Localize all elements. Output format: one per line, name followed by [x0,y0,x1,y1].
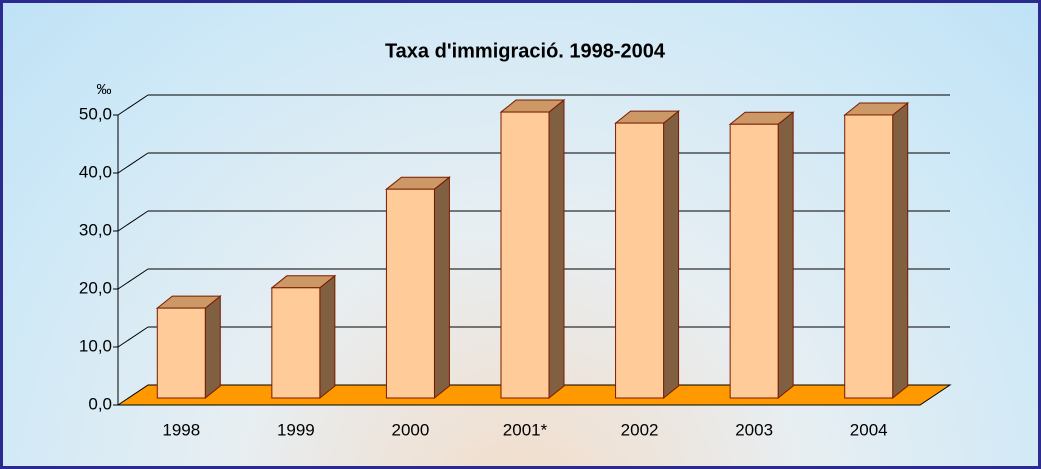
y-tick-label: 10,0 [79,336,112,355]
bar-front [386,189,434,398]
bar-side [434,177,449,398]
chart-title: Taxa d'immigració. 1998-2004 [385,40,666,62]
bar [845,103,908,398]
bar-side [778,112,793,398]
grid-line-side [118,269,148,289]
x-tick-label: 2000 [392,420,430,439]
x-tick-label: 2004 [850,420,888,439]
bar [157,296,220,398]
bar-front [730,124,778,398]
grid-line-side [118,95,148,115]
bar-front [157,308,205,398]
x-tick-label: 2001* [503,420,548,439]
bar-side [664,111,679,398]
x-tick-label: 2003 [735,420,773,439]
bar [272,276,335,398]
x-tick-label: 1999 [277,420,315,439]
grid-line-side [118,153,148,173]
y-tick-label: 40,0 [79,162,112,181]
bar-front [845,115,893,398]
grid-line-side [118,327,148,347]
bar-front [616,123,664,398]
bar-side [893,103,908,398]
x-tick-label: 1998 [162,420,200,439]
bar-front [501,112,549,398]
bar [386,177,449,398]
bar-side [205,296,220,398]
y-axis-unit: ‰ [97,81,112,98]
grid-line-side [118,211,148,231]
x-tick-label: 2002 [621,420,659,439]
y-tick-label: 30,0 [79,220,112,239]
chart: Taxa d'immigració. 1998-2004 ‰ 0,0 10,0 20… [0,0,1041,469]
y-tick-label: 0,0 [88,394,112,413]
y-tick-label: 20,0 [79,278,112,297]
bar-front [272,288,320,398]
bar [730,112,793,398]
bar-side [549,100,564,398]
bar [616,111,679,398]
bar [501,100,564,398]
y-tick-label: 50,0 [79,104,112,123]
bar-side [320,276,335,398]
